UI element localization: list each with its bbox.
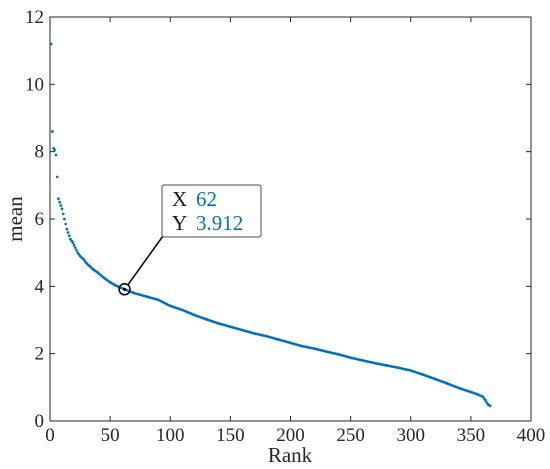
- datatip-x-key: X: [172, 187, 187, 211]
- data-point: [66, 231, 70, 234]
- data-point: [251, 331, 255, 335]
- y-tick-label: 4: [35, 276, 45, 297]
- data-point: [101, 275, 105, 279]
- data-points: [49, 42, 492, 408]
- datatip-y-value: 3.912: [196, 211, 243, 235]
- data-point: [60, 207, 64, 211]
- data-point: [107, 280, 111, 283]
- data-point: [59, 204, 63, 207]
- data-point: [468, 390, 471, 393]
- x-axis-label: Rank: [268, 443, 313, 467]
- datatip-x-value: 62: [196, 187, 217, 211]
- y-tick-label: 12: [25, 7, 44, 28]
- data-point: [227, 325, 231, 328]
- x-tick-label: 100: [156, 425, 185, 446]
- data-point: [203, 317, 207, 321]
- data-point: [53, 148, 57, 152]
- data-point: [263, 334, 267, 338]
- data-point: [55, 175, 59, 179]
- data-point: [179, 308, 183, 311]
- data-point: [70, 239, 73, 243]
- data-point: [348, 356, 351, 359]
- data-point: [72, 243, 76, 247]
- data-point: [372, 361, 375, 365]
- data-point: [384, 363, 387, 367]
- plot-area: [49, 16, 532, 422]
- data-point: [64, 222, 67, 226]
- data-point: [143, 294, 147, 298]
- y-tick-label: 2: [35, 344, 45, 365]
- data-point: [77, 253, 81, 256]
- x-tick-label: 300: [397, 425, 426, 446]
- datatip-box: [161, 184, 262, 238]
- data-point: [482, 397, 486, 400]
- data-point: [95, 270, 99, 274]
- data-point: [312, 347, 315, 350]
- y-tick-label: 6: [35, 209, 45, 230]
- data-point: [90, 267, 94, 270]
- y-tick-label: 0: [35, 411, 45, 432]
- data-point: [408, 368, 411, 372]
- data-point: [61, 212, 65, 216]
- data-point: [474, 392, 477, 395]
- x-tick-label: 350: [457, 425, 486, 446]
- y-tick-label: 10: [25, 74, 44, 95]
- data-point: [87, 263, 90, 267]
- data-point: [239, 328, 243, 332]
- data-point: [485, 400, 488, 404]
- x-tick-label: 200: [276, 425, 305, 446]
- data-point: [113, 283, 117, 287]
- y-tick-label: 8: [35, 142, 45, 163]
- data-point: [300, 344, 303, 348]
- data-point: [480, 394, 483, 398]
- data-point: [67, 234, 71, 238]
- data-point: [73, 246, 77, 250]
- y-axis-label: mean: [3, 196, 27, 242]
- data-point: [215, 321, 219, 325]
- datatip: X 62 Y 3.912: [118, 184, 262, 296]
- data-point: [444, 381, 447, 385]
- data-point: [360, 358, 363, 362]
- datatip-leader-line: [126, 235, 164, 286]
- x-tick-label: 150: [216, 425, 245, 446]
- data-point: [63, 217, 66, 221]
- datatip-marker-dot: [122, 287, 127, 291]
- data-point: [75, 248, 78, 252]
- data-point: [324, 350, 327, 353]
- data-point: [58, 200, 62, 204]
- data-point: [487, 403, 491, 407]
- data-point: [287, 341, 291, 344]
- x-tick-label: 250: [336, 425, 365, 446]
- x-tick-label: 0: [45, 425, 55, 446]
- data-point: [336, 352, 339, 356]
- data-point: [191, 313, 195, 316]
- datatip-y-key: Y: [172, 211, 187, 235]
- data-point: [65, 227, 69, 231]
- data-point: [49, 42, 53, 46]
- datatip-marker-ring: [118, 283, 131, 296]
- data-point: [54, 153, 58, 157]
- data-point: [396, 366, 399, 369]
- data-point: [167, 303, 171, 307]
- data-point: [57, 197, 60, 201]
- data-point: [83, 259, 87, 263]
- data-point: [51, 130, 54, 133]
- data-point: [131, 291, 135, 294]
- x-tick-label: 400: [517, 425, 546, 446]
- axis-ticks: 0 50 100 150 200 250 300 350 400 0 2 4 6 8 10 12: [25, 7, 545, 446]
- data-point: [155, 298, 159, 301]
- data-point: [275, 337, 279, 341]
- data-point: [432, 377, 435, 380]
- x-tick-label: 50: [101, 425, 120, 446]
- data-point: [456, 386, 459, 389]
- data-point: [81, 256, 84, 260]
- data-point: [420, 372, 423, 376]
